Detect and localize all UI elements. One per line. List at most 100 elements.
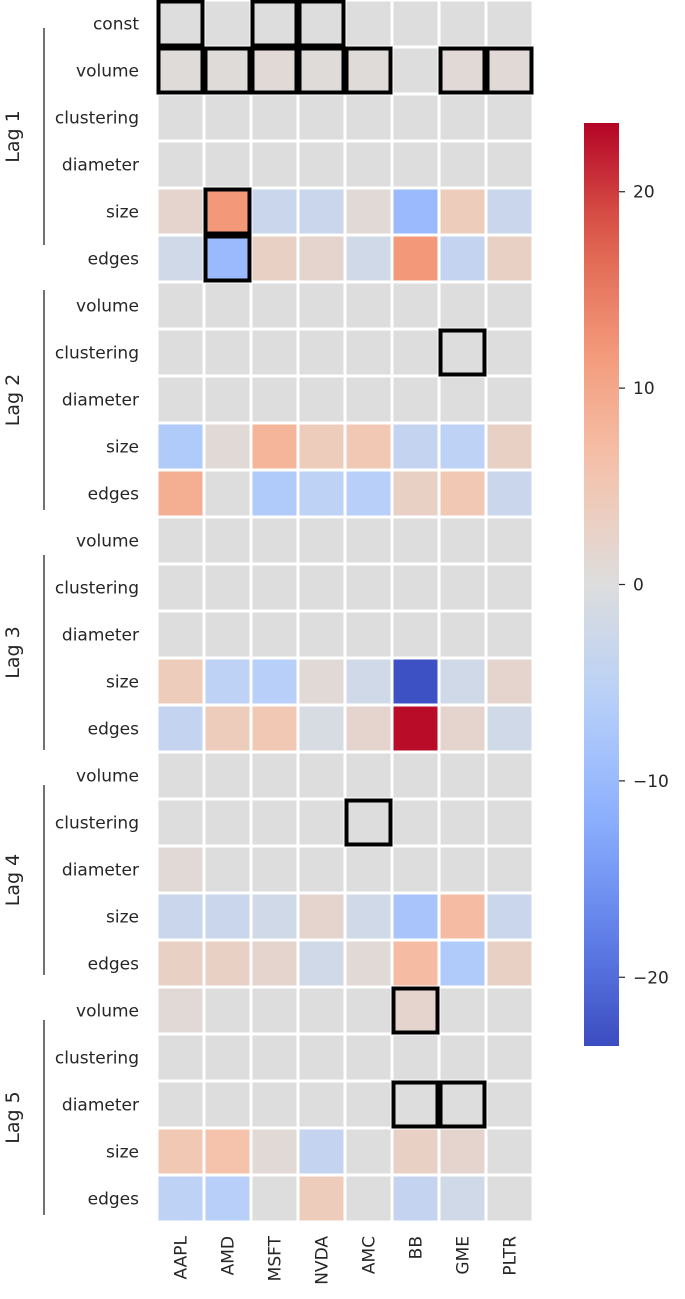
highlight-box [297, 0, 346, 48]
heatmap-cell [205, 1129, 250, 1174]
heatmap-cell [158, 283, 203, 328]
heatmap-cell [487, 988, 532, 1033]
row-labels: const volume clustering diameter size edges vo… [55, 15, 139, 1210]
heatmap-cell [487, 706, 532, 751]
heatmap-cell [393, 1035, 438, 1080]
heatmap-cell [205, 236, 250, 281]
heatmap-cell [440, 1082, 485, 1127]
heatmap-cell [440, 283, 485, 328]
heatmap-cell [252, 471, 297, 516]
heatmap-cell [393, 424, 438, 469]
heatmap-cell [252, 142, 297, 187]
heatmap-cell [440, 1176, 485, 1221]
row-label: edges [88, 485, 140, 505]
heatmap-cell [393, 800, 438, 845]
group-label: Lag 5 [2, 1091, 24, 1143]
heatmap-cell [393, 1, 438, 46]
heatmap-cell [346, 95, 391, 140]
heatmap-cell [252, 659, 297, 704]
heatmap-cell [205, 283, 250, 328]
heatmap-cell [393, 142, 438, 187]
heatmap-cell [205, 753, 250, 798]
heatmap-cell [346, 236, 391, 281]
heatmap-cell [393, 706, 438, 751]
heatmap-cell [393, 48, 438, 93]
highlight-box [297, 46, 346, 95]
heatmap-cell [487, 518, 532, 563]
heatmap-cell [205, 95, 250, 140]
heatmap-cell [346, 659, 391, 704]
heatmap-cell [205, 518, 250, 563]
heatmap-cell [440, 330, 485, 375]
heatmap-cell [346, 847, 391, 892]
heatmap-cell [158, 424, 203, 469]
heatmap-cell [205, 377, 250, 422]
heatmap-cell [158, 189, 203, 234]
column-label: AMC [360, 1236, 380, 1274]
heatmap-cell [393, 941, 438, 986]
heatmap-cell [205, 565, 250, 610]
heatmap-cell [252, 753, 297, 798]
heatmap-cell [252, 236, 297, 281]
heatmap-cell [205, 424, 250, 469]
heatmap-cell [299, 1035, 344, 1080]
heatmap-cell [440, 518, 485, 563]
group-labels: Lag 1 Lag 2 Lag 3 Lag 4 Lag 5 [2, 28, 45, 1215]
heatmap-cell [487, 1176, 532, 1221]
heatmap-cell [158, 941, 203, 986]
heatmap-cell [393, 659, 438, 704]
highlight-box [391, 986, 440, 1035]
heatmap-cell [440, 1129, 485, 1174]
heatmap-cells [158, 1, 532, 1221]
heatmap-cell [346, 1176, 391, 1221]
row-label: diameter [62, 1096, 139, 1116]
heatmap-cell [440, 706, 485, 751]
heatmap-cell [487, 659, 532, 704]
heatmap-cell [393, 236, 438, 281]
heatmap-cell [252, 283, 297, 328]
heatmap-cell [252, 988, 297, 1033]
heatmap-cell [299, 612, 344, 657]
heatmap-cell [346, 894, 391, 939]
heatmap-cell [158, 800, 203, 845]
heatmap-cell [158, 706, 203, 751]
heatmap-cell [252, 1, 297, 46]
heatmap-cell [158, 518, 203, 563]
heatmap-cell [205, 471, 250, 516]
highlight-box [438, 46, 487, 95]
colorbar-ticks: 20 10 0 −10 −20 [619, 183, 669, 988]
heatmap-cell [158, 330, 203, 375]
heatmap-cell [158, 565, 203, 610]
row-label: clustering [55, 814, 139, 834]
heatmap-cell [205, 894, 250, 939]
heatmap-cell [252, 1176, 297, 1221]
heatmap-cell [440, 48, 485, 93]
column-label: PLTR [501, 1236, 521, 1276]
highlight-box [203, 46, 252, 95]
column-label: AAPL [172, 1235, 192, 1279]
heatmap-cell [487, 847, 532, 892]
colorbar-tick-label: 20 [633, 183, 655, 203]
heatmap-cell [393, 988, 438, 1033]
heatmap-cell [252, 1082, 297, 1127]
highlight-box [203, 187, 252, 236]
highlight-boxes [156, 0, 534, 1129]
group-label: Lag 4 [2, 854, 24, 906]
heatmap-cell [393, 330, 438, 375]
heatmap-cell [440, 95, 485, 140]
heatmap-cell [252, 95, 297, 140]
heatmap-cell [487, 330, 532, 375]
row-label: size [106, 908, 139, 928]
heatmap-cell [393, 471, 438, 516]
heatmap-cell [205, 659, 250, 704]
row-label: edges [88, 955, 140, 975]
heatmap-cell [440, 471, 485, 516]
heatmap-cell [346, 565, 391, 610]
heatmap-cell [346, 1035, 391, 1080]
heatmap-cell [299, 753, 344, 798]
heatmap-cell [299, 189, 344, 234]
heatmap-cell [252, 330, 297, 375]
heatmap-cell [440, 565, 485, 610]
heatmap-cell [440, 847, 485, 892]
heatmap-cell [299, 142, 344, 187]
